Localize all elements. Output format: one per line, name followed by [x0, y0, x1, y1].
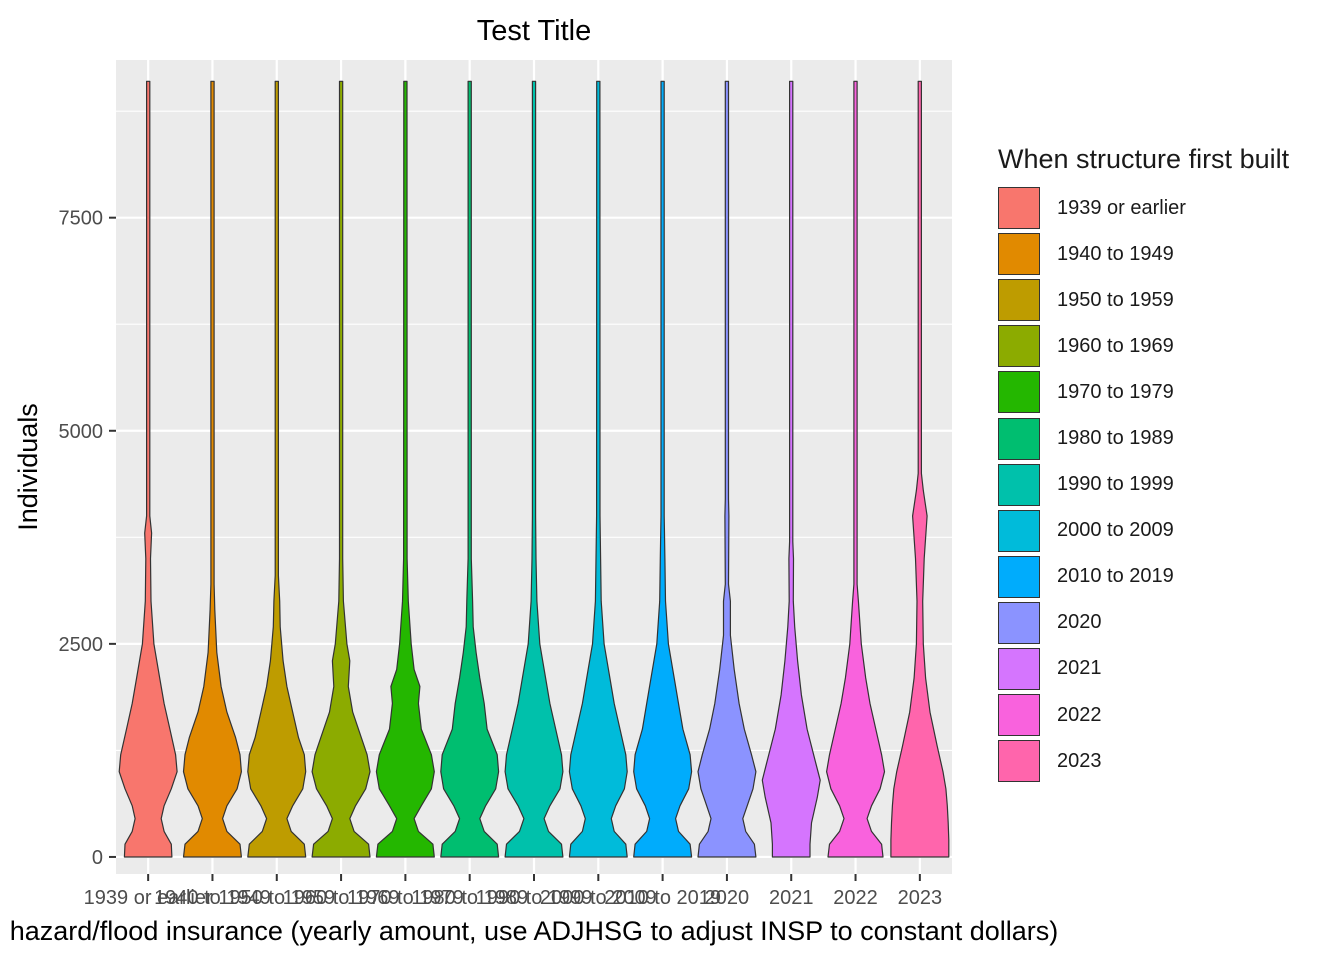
legend-item: 1940 to 1949	[998, 231, 1289, 277]
legend-label: 1960 to 1969	[1057, 334, 1174, 357]
legend-label: 2010 to 2019	[1057, 565, 1174, 588]
legend-label: 1970 to 1979	[1057, 380, 1174, 403]
legend-key	[998, 371, 1040, 414]
violin-3	[247, 80, 307, 858]
legend-key	[998, 325, 1040, 368]
violin-2	[182, 80, 242, 858]
legend-key	[998, 740, 1040, 783]
legend-item: 2022	[998, 692, 1289, 738]
legend-item: 1939 or earlier	[998, 185, 1289, 231]
legend-item: 2010 to 2019	[998, 554, 1289, 600]
legend-key	[998, 463, 1040, 506]
x-axis-label: hazard/flood insurance (yearly amount, u…	[10, 916, 1059, 946]
violins	[118, 80, 950, 858]
legend-key	[998, 509, 1040, 552]
x-tick-label: 1980 to 1989	[411, 887, 528, 909]
x-tick-label: 1990 to 1999	[476, 887, 593, 909]
legend-item: 1990 to 1999	[998, 462, 1289, 508]
legend-key	[998, 417, 1040, 460]
violin-5	[375, 80, 435, 858]
y-axis-label: Individuals	[13, 403, 43, 531]
legend: When structure first built 1939 or earli…	[998, 144, 1289, 784]
violin-9	[633, 80, 693, 858]
legend-item: 2023	[998, 738, 1289, 784]
legend-label: 2023	[1057, 749, 1102, 772]
legend-label: 2022	[1057, 703, 1102, 726]
x-tick-label: 2000 to 2009	[540, 887, 657, 909]
x-tick-label: 2023	[898, 887, 943, 909]
y-tick-label: 2500	[59, 634, 104, 656]
x-tick-label: 1940 to 1949	[154, 887, 271, 909]
legend-item: 2021	[998, 646, 1289, 692]
y-tick-label: 5000	[59, 421, 104, 443]
x-tick-label: 2010 to 2019	[604, 887, 721, 909]
x-tick-label: 1950 to 1959	[218, 887, 335, 909]
legend-label: 2000 to 2009	[1057, 519, 1174, 542]
legend-label: 1940 to 1949	[1057, 242, 1174, 265]
legend-key	[998, 233, 1040, 276]
y-axis: 0 2500 5000 7500	[59, 208, 116, 869]
legend-key	[998, 555, 1040, 598]
legend-key	[998, 601, 1040, 644]
violin-10	[697, 80, 757, 858]
legend-item: 1970 to 1979	[998, 369, 1289, 415]
legend-item: 1960 to 1969	[998, 323, 1289, 369]
violin-4	[311, 80, 371, 858]
legend-key	[998, 647, 1040, 690]
legend-label: 1939 or earlier	[1057, 196, 1186, 219]
x-tick-label: 2020	[705, 887, 750, 909]
legend-key	[998, 279, 1040, 322]
legend-key	[998, 694, 1040, 737]
violin-7	[504, 80, 564, 858]
legend-key	[998, 187, 1040, 230]
violin-11	[761, 80, 821, 858]
legend-item: 1980 to 1989	[998, 415, 1289, 461]
violin-1	[118, 80, 178, 858]
legend-item: 2000 to 2009	[998, 508, 1289, 554]
y-tick-label: 0	[92, 847, 103, 869]
legend-label: 1980 to 1989	[1057, 427, 1174, 450]
legend-items: 1939 or earlier 1940 to 1949 1950 to 1959 1…	[998, 185, 1289, 784]
y-tick-label: 7500	[59, 208, 104, 230]
violin-6	[440, 80, 500, 858]
legend-item: 2020	[998, 600, 1289, 646]
legend-label: 1950 to 1959	[1057, 288, 1174, 311]
x-tick-label: 2021	[769, 887, 814, 909]
legend-title: When structure first built	[998, 144, 1290, 174]
legend-label: 2020	[1057, 611, 1102, 634]
x-tick-label: 2022	[833, 887, 878, 909]
x-tick-label: 1970 to 1979	[347, 887, 464, 909]
chart-title: Test Title	[477, 15, 591, 47]
violin-13	[890, 80, 950, 858]
legend-item: 1950 to 1959	[998, 277, 1289, 323]
legend-label: 1990 to 1999	[1057, 473, 1174, 496]
violin-12	[826, 80, 886, 858]
legend-label: 2021	[1057, 657, 1102, 680]
violin-8	[568, 80, 628, 858]
x-tick-label: 1939 or earlier	[84, 887, 213, 909]
x-tick-label: 1960 to 1969	[283, 887, 400, 909]
